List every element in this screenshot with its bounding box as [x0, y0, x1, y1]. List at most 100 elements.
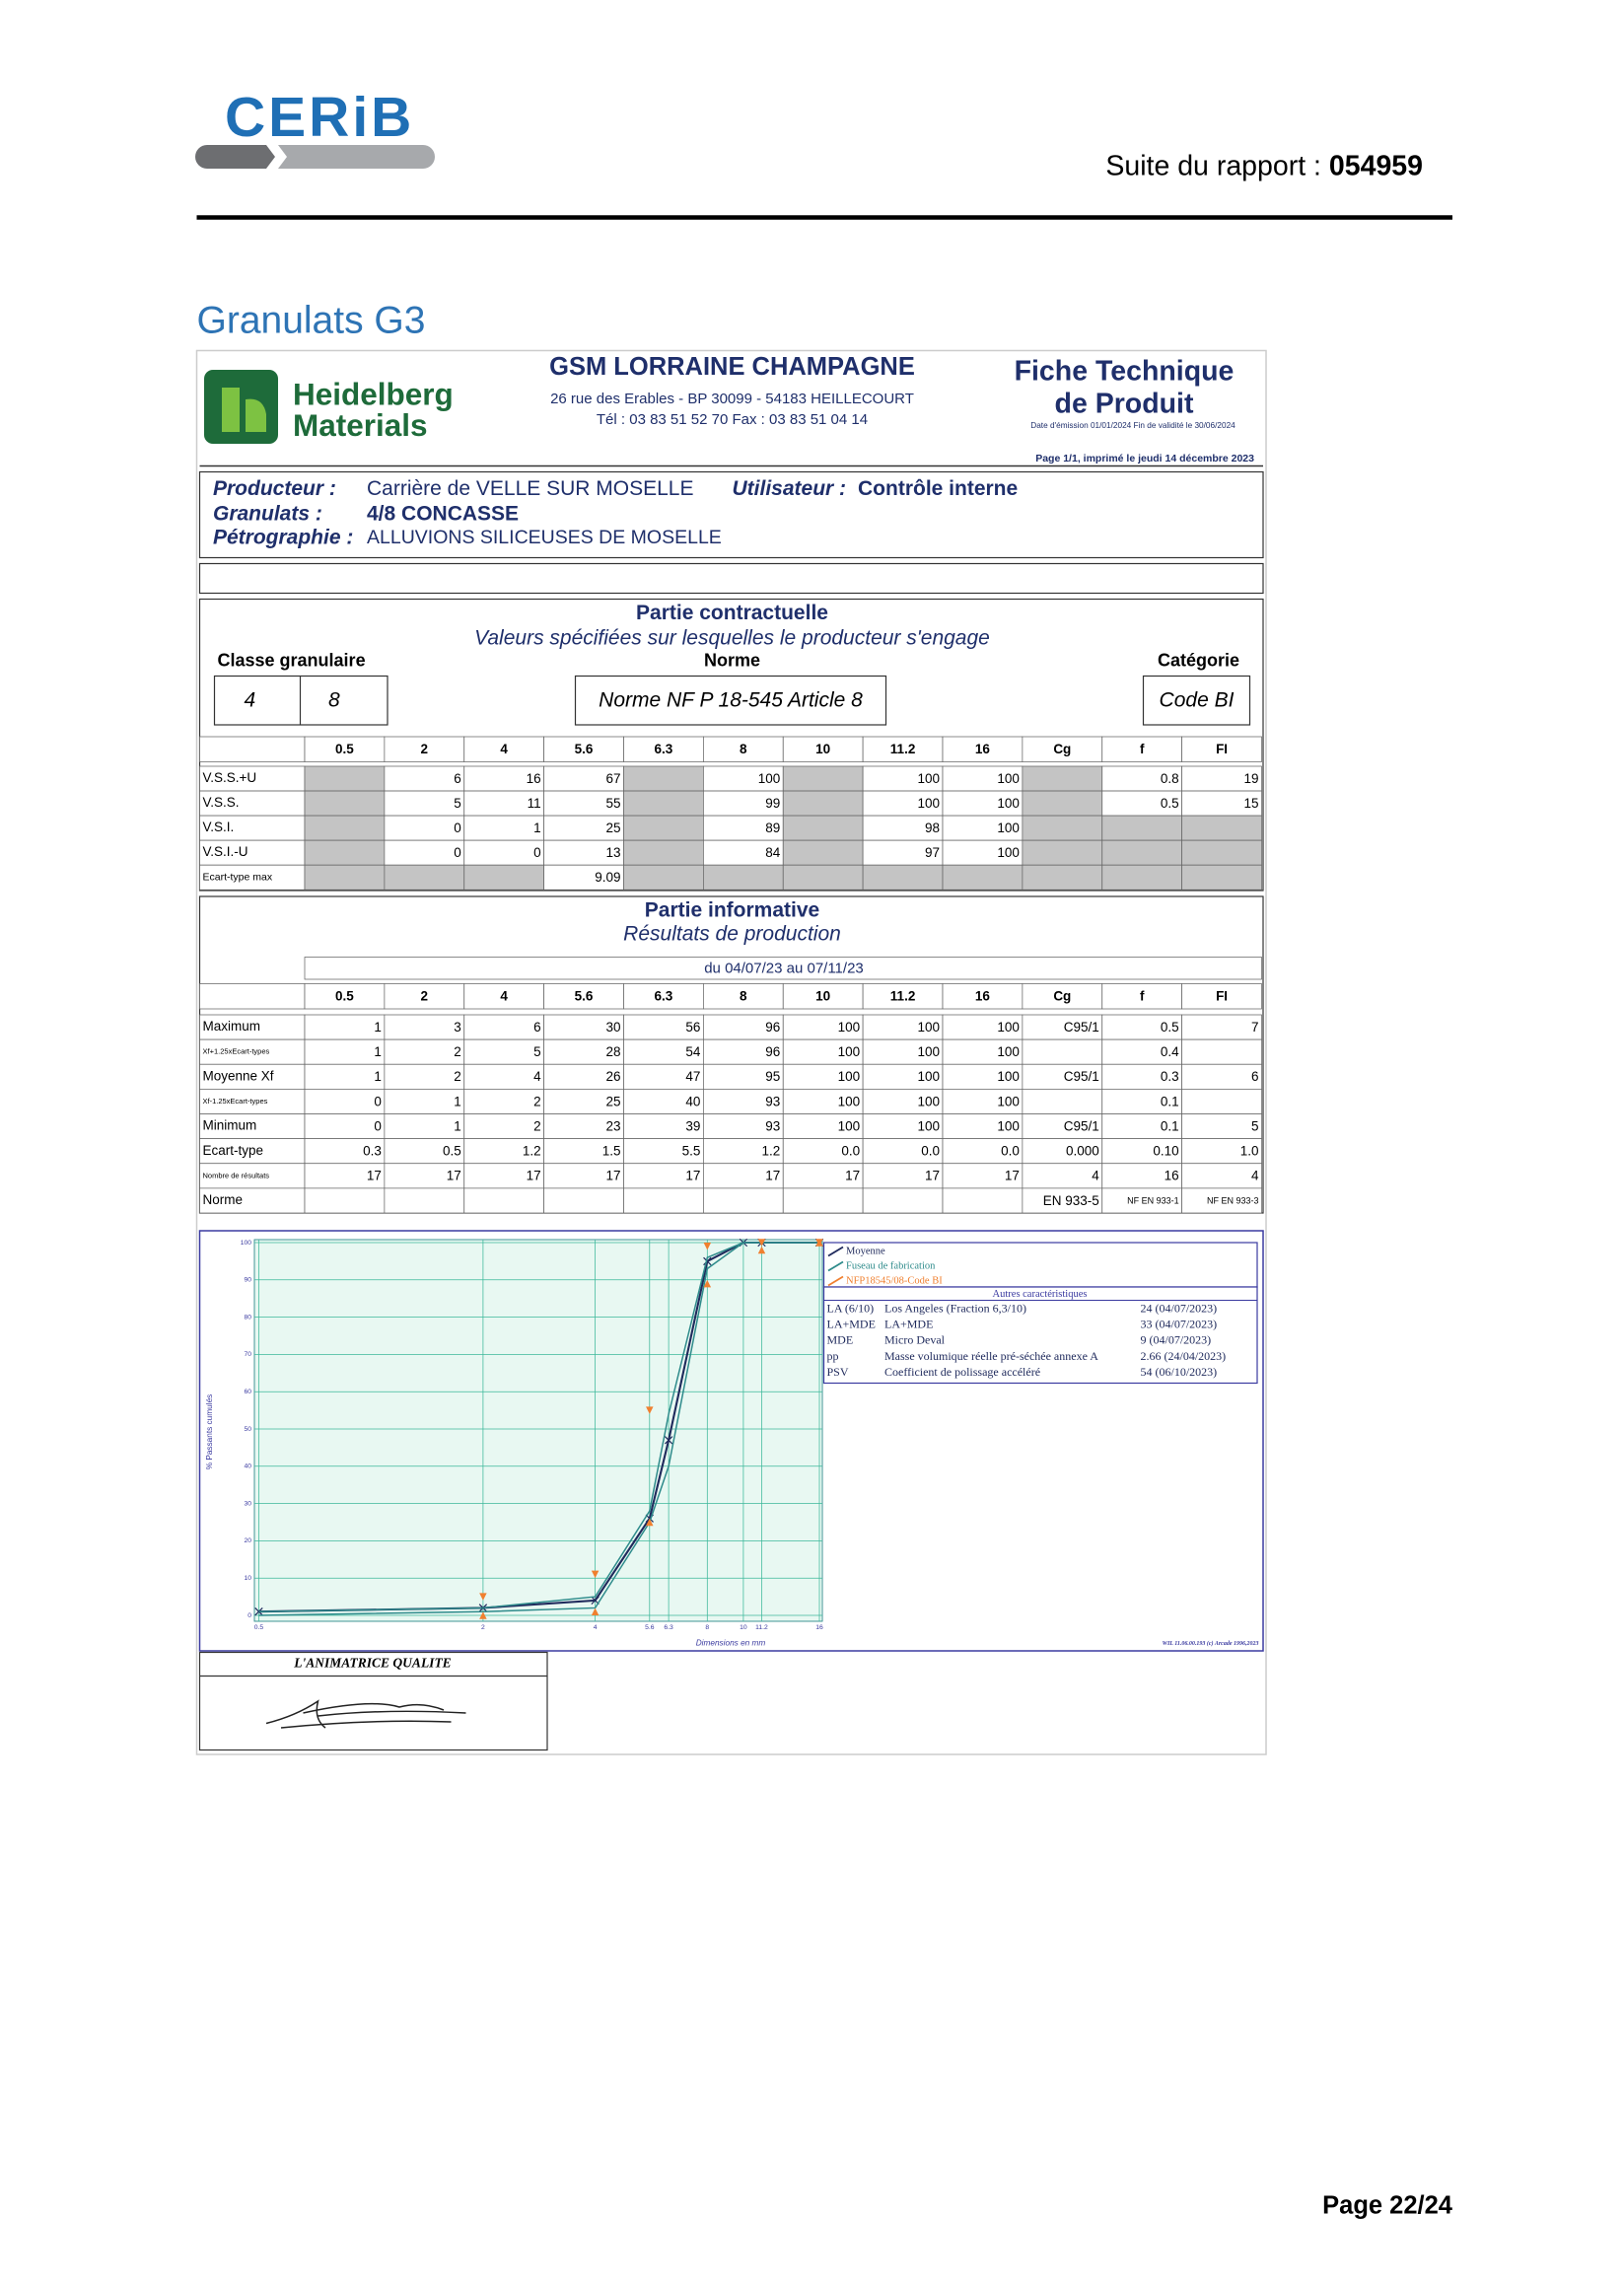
y-tick-label: 70 [244, 1351, 251, 1358]
cell-value: C95/1 [1064, 1069, 1099, 1084]
norm-label: Norme [704, 650, 760, 670]
cell-value: 100 [917, 1118, 940, 1133]
column-header: FI [1216, 989, 1228, 1004]
cell [384, 839, 465, 866]
cell-value: 26 [605, 1069, 620, 1084]
cell-value: 0.000 [1066, 1144, 1099, 1159]
category-box [1142, 675, 1251, 726]
y-tick-label: 90 [244, 1277, 251, 1284]
y-tick-label: 100 [241, 1240, 252, 1247]
cell-value: NF EN 933-3 [1207, 1196, 1259, 1206]
cell [1181, 1014, 1262, 1040]
column-header: 10 [815, 989, 830, 1004]
header-cell [1022, 983, 1103, 1010]
other-title: Autres caractéristiques [993, 1289, 1088, 1300]
cell-value: 67 [605, 771, 620, 786]
cell [304, 1187, 386, 1214]
cell-value: 84 [765, 845, 781, 860]
cell-value: 0 [374, 1094, 382, 1108]
cell [463, 864, 545, 891]
cell [304, 790, 386, 817]
cell [703, 790, 784, 817]
cell [304, 1089, 386, 1114]
header-cell [1181, 736, 1262, 762]
cell-value: 1 [374, 1020, 382, 1035]
column-header: 4 [500, 742, 508, 756]
spec-point [703, 1279, 712, 1288]
cell [862, 790, 944, 817]
cell [384, 864, 465, 891]
other-cell: 24 (04/07/2023) [1141, 1301, 1218, 1315]
cell-value: 100 [997, 1020, 1020, 1035]
cell-value: 100 [838, 1020, 861, 1035]
cell-value: 17 [447, 1169, 461, 1183]
cell-value: 98 [925, 821, 940, 835]
spec-point [646, 1518, 654, 1527]
cell-value: NF EN 933-1 [1127, 1196, 1179, 1206]
cell-value: 100 [917, 1020, 940, 1035]
sheet-border [195, 349, 1267, 1755]
cell-value: 93 [765, 1094, 780, 1108]
column-header: Cg [1053, 742, 1071, 756]
cell-value: 17 [685, 1169, 700, 1183]
cell-value: 5.5 [682, 1144, 701, 1159]
legend-swatch [827, 1246, 844, 1257]
column-header: 6.3 [655, 742, 673, 756]
cell-value: 17 [1005, 1169, 1020, 1183]
x-tick-label: 10 [740, 1624, 747, 1631]
cell [1181, 1089, 1262, 1114]
cell-value: 0.0 [921, 1144, 940, 1159]
column-header: 0.5 [335, 742, 354, 756]
report-number: 054959 [1329, 150, 1423, 181]
cell-value: 100 [997, 821, 1020, 835]
header-cell [199, 736, 306, 762]
cell-value: 56 [685, 1020, 700, 1035]
doc-title: de Produit [1055, 389, 1194, 420]
cell-value: 17 [527, 1169, 541, 1183]
other-cell: LA (6/10) [827, 1301, 875, 1315]
column-header: 10 [815, 742, 830, 756]
cell [1101, 815, 1183, 841]
column-header: 11.2 [890, 742, 916, 756]
cell [862, 1014, 944, 1040]
cell-value: 1.0 [1240, 1144, 1259, 1159]
row-label-cell [199, 1163, 306, 1189]
cell [304, 1063, 386, 1090]
row-label: Norme [203, 1192, 244, 1207]
part-title: Partie informative [645, 899, 819, 922]
cell-value: 39 [685, 1118, 700, 1133]
y-tick-label: 80 [244, 1314, 251, 1320]
cell [862, 1038, 944, 1065]
x-tick-label: 2 [481, 1624, 485, 1631]
producer-box [198, 470, 1264, 559]
brand: Heidelberg [293, 376, 454, 411]
cell-value: 0 [454, 821, 461, 835]
cell-value: 1 [374, 1069, 382, 1084]
cell [304, 1038, 386, 1065]
cell [1022, 1038, 1103, 1065]
legend-box [822, 1242, 1258, 1288]
header-cell [942, 983, 1024, 1010]
cell [1181, 839, 1262, 866]
page-number: Page 22/24 [1322, 2192, 1453, 2220]
other-cell: PSV [827, 1365, 849, 1379]
cell [1101, 1187, 1183, 1214]
cell-value: 9.09 [595, 870, 620, 885]
cell-value: 25 [605, 821, 620, 835]
cell-value: 4 [1251, 1169, 1259, 1183]
spec-point [479, 1611, 487, 1619]
other-cell: pp [827, 1349, 839, 1363]
cell [782, 1113, 864, 1139]
spec-point [591, 1570, 600, 1579]
cell-value: 100 [997, 1044, 1020, 1059]
cell-value: 6 [1251, 1069, 1259, 1084]
part-subtitle: Valeurs spécifiées sur lesquelles le pro… [474, 627, 990, 650]
field-value: Contrôle interne [858, 477, 1018, 500]
cell-value: 1 [533, 821, 541, 835]
cell [384, 1063, 465, 1090]
signature-box [198, 1651, 548, 1751]
other-cell: Micro Deval [884, 1333, 946, 1347]
cell-value: 17 [845, 1169, 860, 1183]
cell [384, 1187, 465, 1214]
cell-value: 2 [454, 1069, 461, 1084]
